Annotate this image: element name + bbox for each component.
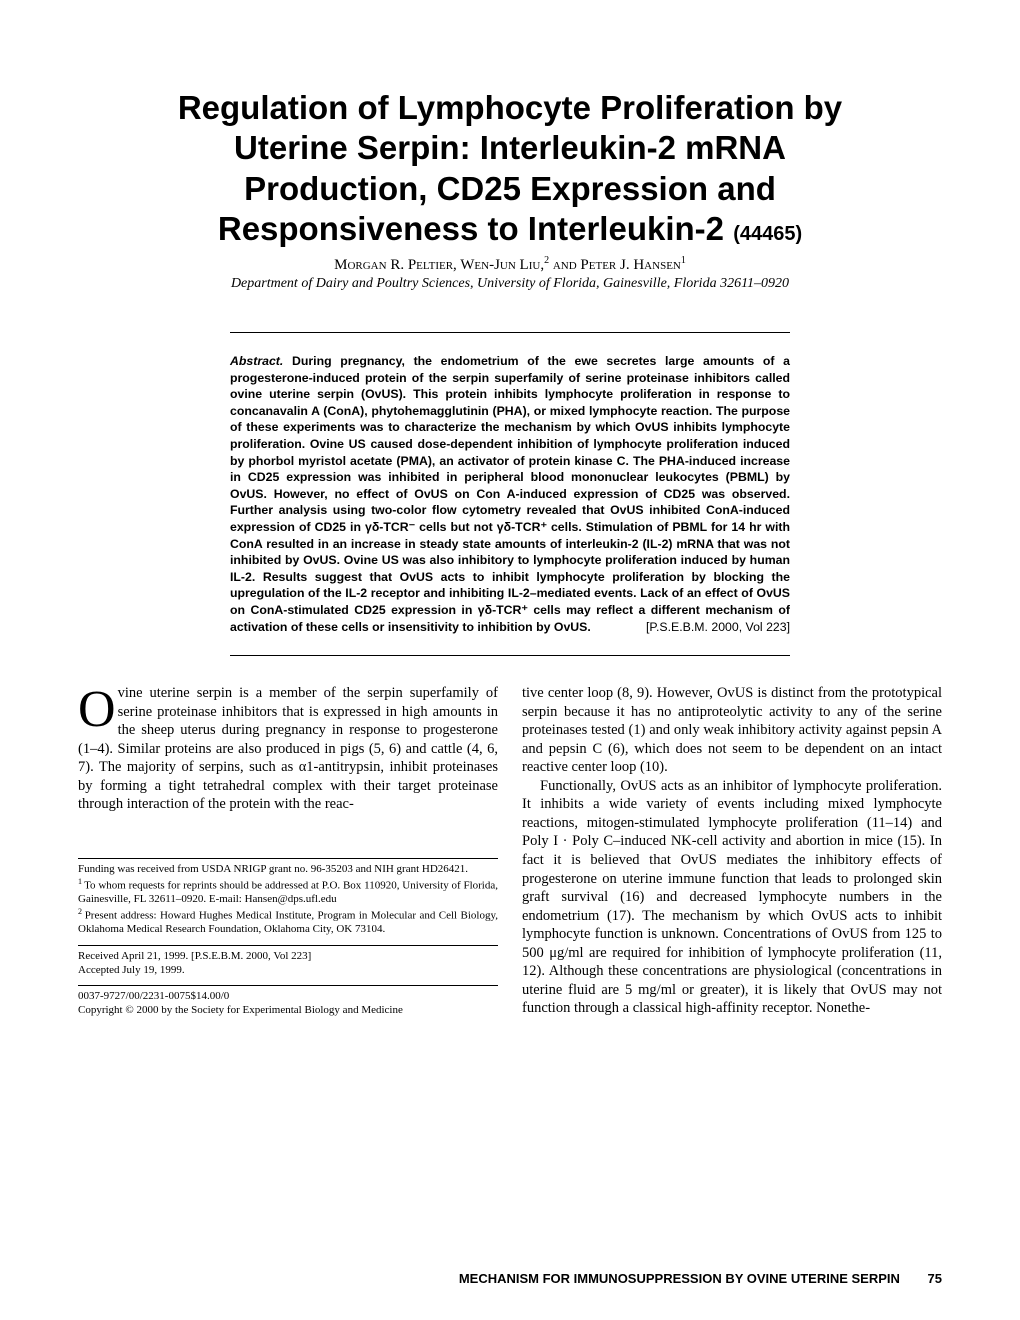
right-column: tive center loop (8, 9). However, OvUS i… <box>522 684 942 1018</box>
address-footnote: 2 Present address: Howard Hughes Medical… <box>78 907 498 937</box>
abstract-block: Abstract. During pregnancy, the endometr… <box>230 332 790 656</box>
title-line: Production, CD25 Expression and <box>244 170 776 207</box>
authors-line: Morgan R. Peltier, Wen-Jun Liu,2 and Pet… <box>78 255 942 274</box>
body-paragraph: Ovine uterine serpin is a member of the … <box>78 684 498 814</box>
footnote-rule <box>78 858 498 859</box>
body-columns: Ovine uterine serpin is a member of the … <box>78 684 942 1018</box>
footnote-text: To whom requests for reprints should be … <box>78 879 498 905</box>
manuscript-number: (44465) <box>733 223 802 245</box>
body-paragraph: Functionally, OvUS acts as an inhibitor … <box>522 777 942 1018</box>
running-footer: MECHANISM FOR IMMUNOSUPPRESSION BY OVINE… <box>459 1271 942 1286</box>
correspondence-footnote: 1 To whom requests for reprints should b… <box>78 877 498 907</box>
title-line: Regulation of Lymphocyte Proliferation b… <box>178 89 842 126</box>
article-title: Regulation of Lymphocyte Proliferation b… <box>78 88 942 249</box>
abstract-body: During pregnancy, the endometrium of the… <box>230 354 790 634</box>
title-line: Responsiveness to Interleukin-2 <box>218 210 724 247</box>
author-affil-sup: 1 <box>681 255 686 266</box>
abstract-text: Abstract. During pregnancy, the endometr… <box>230 333 790 655</box>
title-line: Uterine Serpin: Interleukin-2 mRNA <box>234 129 786 166</box>
author-names: Morgan R. Peltier, Wen-Jun Liu, <box>334 257 544 273</box>
paragraph-text: vine uterine serpin is a member of the s… <box>78 685 498 812</box>
dates-footnote: Received April 21, 1999. [P.S.E.B.M. 200… <box>78 950 498 978</box>
footnote-rule <box>78 945 498 946</box>
copyright-footnote: 0037-9727/00/2231-0075$14.00/0 <box>78 990 498 1004</box>
affiliation-line: Department of Dairy and Poultry Sciences… <box>78 276 942 292</box>
abstract-citation: [P.S.E.B.M. 2000, Vol 223] <box>646 619 790 636</box>
page-number: 75 <box>928 1271 942 1286</box>
dropcap-letter: O <box>78 684 118 732</box>
footnotes-block: Funding was received from USDA NRIGP gra… <box>78 858 498 1018</box>
left-column: Ovine uterine serpin is a member of the … <box>78 684 498 1018</box>
funding-footnote: Funding was received from USDA NRIGP gra… <box>78 863 498 877</box>
copyright-footnote: Copyright © 2000 by the Society for Expe… <box>78 1004 498 1018</box>
body-paragraph: tive center loop (8, 9). However, OvUS i… <box>522 684 942 777</box>
footnote-rule <box>78 985 498 986</box>
abstract-label: Abstract. <box>230 354 283 368</box>
author-names: and Peter J. Hansen <box>549 257 681 273</box>
footnote-text: Present address: Howard Hughes Medical I… <box>78 909 498 935</box>
running-title: MECHANISM FOR IMMUNOSUPPRESSION BY OVINE… <box>459 1271 900 1286</box>
abstract-bottom-rule <box>230 655 790 656</box>
footnote-sup: 2 <box>78 907 85 916</box>
